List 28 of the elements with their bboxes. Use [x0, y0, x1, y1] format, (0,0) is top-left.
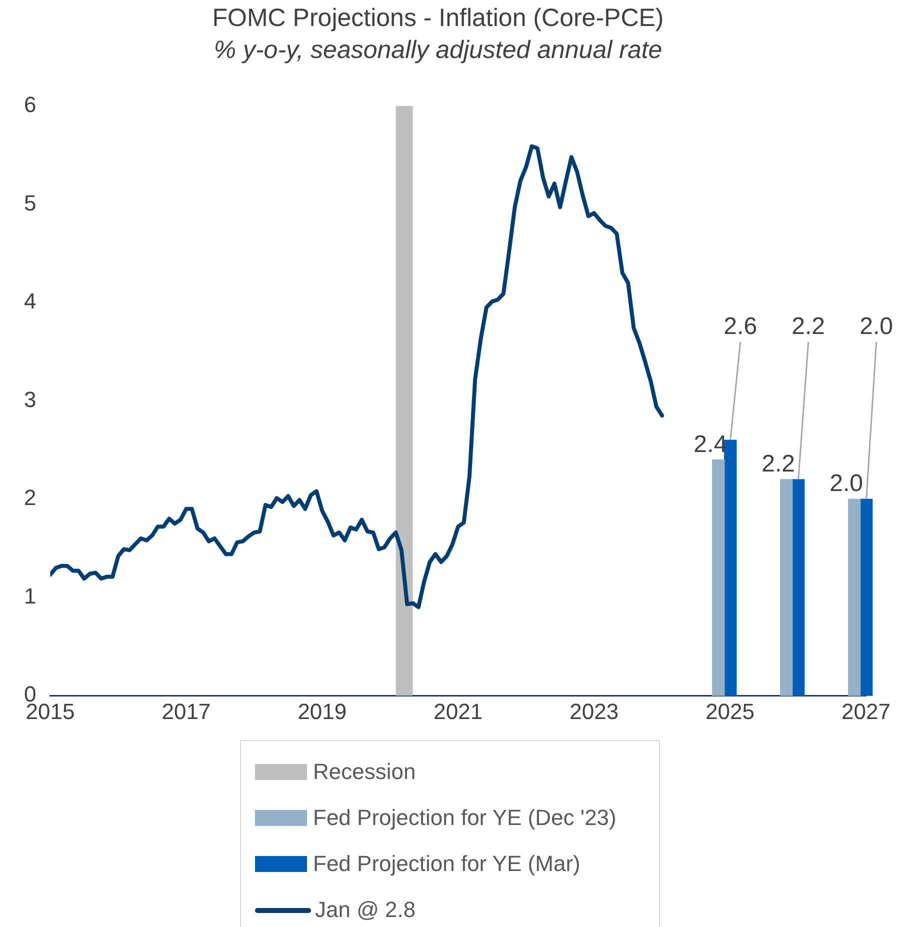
- x-tick-label: 2017: [162, 698, 211, 724]
- data-label: 2.0: [860, 313, 894, 340]
- y-tick-label: 6: [24, 92, 36, 118]
- bar: [848, 498, 861, 696]
- chart-title: FOMC Projections - Inflation (Core-PCE): [212, 4, 664, 32]
- legend-label: Recession: [313, 759, 416, 785]
- y-tick-label: 5: [24, 190, 36, 216]
- legend-label: Jan @ 2.8: [315, 897, 416, 923]
- legend-label: Fed Projection for YE (Mar): [313, 851, 580, 877]
- x-tick-label: 2025: [706, 698, 755, 724]
- y-tick-label: 4: [24, 288, 36, 314]
- bar: [792, 479, 805, 696]
- y-tick-label: 1: [24, 583, 36, 608]
- x-tick-label: 2019: [298, 698, 347, 724]
- bar: [780, 479, 793, 696]
- data-label: 2.2: [792, 313, 826, 340]
- chart-subtitle: % y-o-y, seasonally adjusted annual rate: [214, 36, 662, 64]
- bar: [712, 459, 725, 696]
- legend-label: Fed Projection for YE (Dec '23): [313, 805, 616, 831]
- data-label: 2.0: [830, 470, 864, 498]
- x-tick-label: 2021: [434, 698, 483, 724]
- x-tick-label: 2027: [842, 698, 890, 724]
- data-label: 2.6: [724, 313, 758, 340]
- bar: [860, 498, 873, 696]
- data-label: 2.2: [762, 450, 796, 478]
- y-tick-label: 3: [24, 386, 36, 412]
- x-tick-label: 2023: [570, 698, 619, 724]
- y-tick-label: 2: [24, 485, 36, 510]
